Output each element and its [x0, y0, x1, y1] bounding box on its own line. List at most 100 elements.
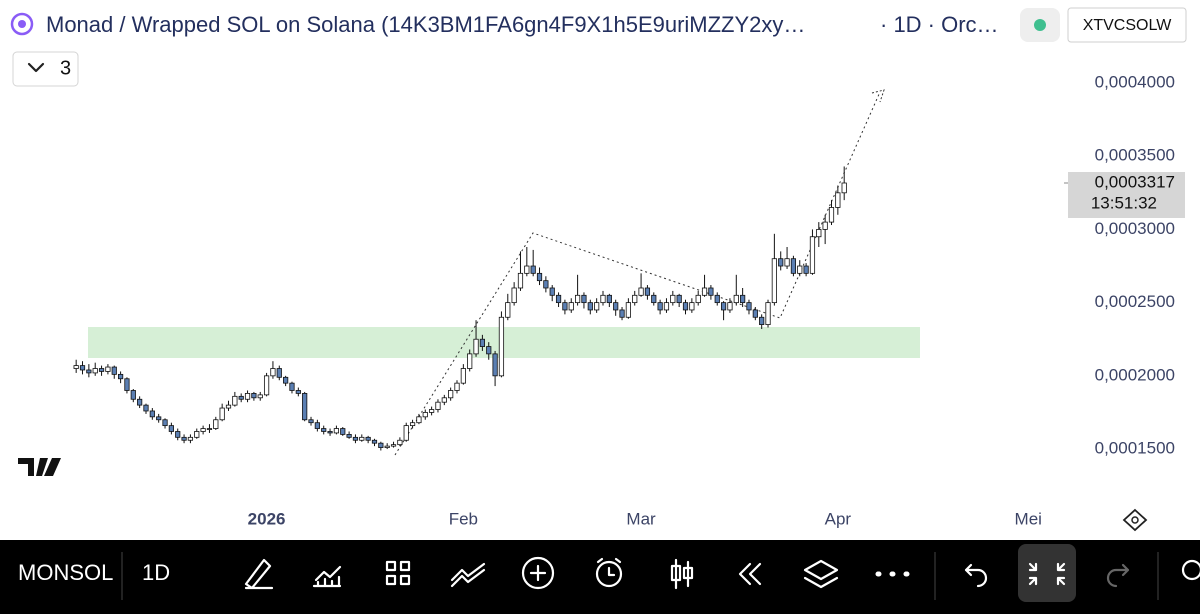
candle-body: [460, 368, 466, 384]
candle-body: [263, 375, 270, 396]
candle-body: [733, 294, 739, 304]
y-tick-label: 0,0003500: [1095, 146, 1175, 165]
compare-icon[interactable]: [450, 562, 486, 588]
candle-body: [435, 401, 441, 410]
candle-body: [308, 419, 314, 424]
candle-body: [492, 353, 498, 377]
x-tick-label: Feb: [449, 509, 478, 528]
candle-body: [181, 436, 187, 441]
logo-dot: [18, 20, 26, 28]
symbol-box[interactable]: [1067, 7, 1187, 43]
candle-body: [479, 338, 485, 347]
candle-body: [359, 436, 365, 441]
title: Monad / Wrapped SOL on Solana (14K3BM1FA…: [46, 12, 805, 37]
y-tick-label: 0,0002500: [1095, 292, 1175, 311]
candle-body: [657, 302, 663, 311]
candle-body: [797, 265, 803, 274]
candle-body: [346, 434, 352, 438]
candle-body: [365, 436, 371, 441]
candle-body: [689, 302, 695, 311]
alarm-icon-hands: [596, 557, 622, 577]
settings-icon[interactable]: [1122, 508, 1148, 532]
candle-body: [549, 287, 555, 296]
toolbar-symbol[interactable]: MONSOL: [18, 560, 113, 585]
candle-body: [98, 368, 105, 372]
candle-body: [117, 373, 124, 380]
candle-body: [302, 393, 308, 421]
candle-body: [206, 428, 213, 430]
alarm-icon[interactable]: [595, 560, 623, 588]
candle-body: [803, 265, 809, 274]
candle-body: [530, 265, 536, 274]
candle-body: [384, 445, 390, 448]
candle-body: [156, 416, 162, 421]
price-label-box: [1068, 172, 1185, 218]
layout-icon[interactable]: [385, 560, 411, 586]
candle-body: [429, 409, 435, 413]
candle-body: [498, 316, 505, 377]
candle-body: [543, 280, 549, 289]
candle-body: [746, 302, 752, 311]
candle-body: [517, 272, 524, 289]
candle-body: [765, 302, 771, 325]
candle-body: [276, 368, 282, 378]
candle-body: [175, 431, 181, 438]
indicator-toggle[interactable]: [12, 51, 79, 87]
candle-body: [149, 410, 155, 418]
add-icon-cross: [529, 564, 547, 582]
indicator-count: 3: [60, 57, 71, 79]
x-tick-label: 2026: [248, 509, 286, 528]
y-tick-label: 0,0002000: [1095, 365, 1175, 384]
candle-body: [232, 395, 238, 406]
candles-icon[interactable]: [670, 558, 694, 590]
undo-icon[interactable]: [964, 563, 988, 588]
candle-body: [619, 309, 625, 318]
replay-icon[interactable]: [738, 562, 762, 586]
candle-body: [809, 236, 816, 274]
candle-body: [257, 394, 263, 399]
candle-body: [168, 425, 174, 432]
candle-body: [92, 368, 98, 374]
candle-body: [422, 412, 428, 418]
candle-body: [771, 258, 777, 304]
candle-body: [73, 365, 79, 369]
candle-body: [835, 192, 841, 208]
candle-body: [409, 422, 416, 427]
tv-logo: [18, 458, 61, 476]
candle-body: [454, 382, 460, 391]
candle-body: [314, 422, 320, 429]
candle-body: [568, 302, 574, 311]
profile-icon[interactable]: [1181, 559, 1200, 581]
candle-body: [340, 428, 346, 435]
candle-body: [352, 436, 359, 441]
y-tick-label: 0,0001500: [1095, 439, 1175, 458]
indicators-icon[interactable]: [312, 565, 342, 588]
candle-body: [86, 369, 92, 374]
candle-body: [613, 302, 619, 311]
candle-body: [251, 393, 257, 399]
add-icon[interactable]: [521, 556, 555, 590]
chart-background: [0, 0, 1200, 540]
candle-body: [143, 404, 149, 412]
candle-body: [759, 316, 765, 325]
fullscreen-button[interactable]: [1018, 544, 1076, 602]
redo-icon[interactable]: [1106, 563, 1130, 588]
candle-body: [403, 425, 409, 441]
candle-body: [587, 302, 593, 311]
candle-body: [283, 376, 289, 384]
layers-icon[interactable]: [803, 559, 839, 589]
brush-icon[interactable]: [244, 558, 274, 590]
candle-body: [682, 302, 689, 311]
candle-body: [600, 294, 606, 304]
candle-body: [270, 368, 276, 377]
candle-body: [536, 272, 543, 282]
candle-body: [720, 302, 727, 311]
candle-body: [663, 302, 670, 311]
candle-body: [676, 294, 682, 304]
toolbar-interval[interactable]: 1D: [142, 560, 170, 585]
candle-body: [606, 294, 612, 304]
candle-body: [594, 302, 600, 311]
trend-lines: [394, 91, 881, 456]
